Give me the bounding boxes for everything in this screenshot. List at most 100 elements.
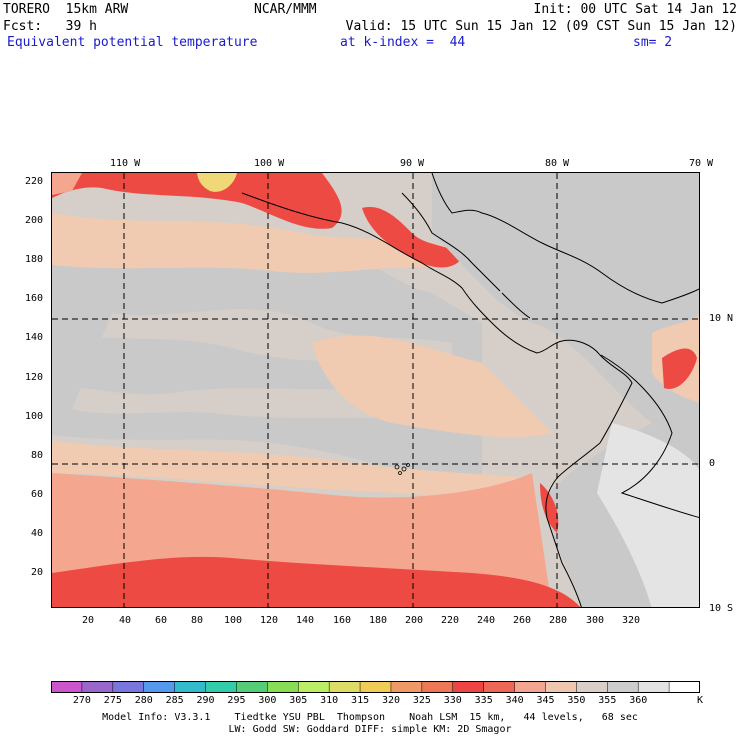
colorbar-tick-label: 360 bbox=[629, 695, 648, 706]
field-region bbox=[52, 173, 82, 195]
field-region bbox=[197, 173, 237, 192]
smoothing-label: sm= 2 bbox=[633, 35, 673, 50]
grid-x-label: 200 bbox=[405, 615, 424, 626]
grid-x-label: 80 bbox=[191, 615, 204, 626]
grid-x-label: 180 bbox=[369, 615, 388, 626]
lon-label-90w: 90 W bbox=[400, 158, 425, 169]
lat-label-10s: 10 S bbox=[709, 603, 734, 614]
lat-label-0: 0 bbox=[709, 458, 716, 469]
grid-y-label: 160 bbox=[25, 293, 44, 304]
caribbean-coast bbox=[431, 173, 699, 304]
field-region bbox=[52, 213, 452, 273]
grid-x-label: 60 bbox=[155, 615, 168, 626]
pacific-coastline bbox=[241, 192, 563, 354]
colorbar-cell bbox=[514, 681, 547, 693]
colorbar-tick-label: 335 bbox=[474, 695, 493, 706]
colorbar-tick-label: 310 bbox=[320, 695, 339, 706]
colorbar-cell bbox=[174, 681, 207, 693]
grid-x-label: 300 bbox=[586, 615, 605, 626]
colorbar-cell bbox=[328, 681, 361, 693]
colorbar-tick-label: 330 bbox=[443, 695, 462, 706]
colorbar-cell bbox=[236, 681, 269, 693]
map-frame bbox=[51, 172, 700, 608]
colorbar-cell bbox=[205, 681, 238, 693]
colorbar-cell bbox=[143, 681, 176, 693]
grid-y-label: 180 bbox=[25, 254, 44, 265]
colorbar-unit: K bbox=[697, 695, 704, 706]
latlon-grid bbox=[52, 173, 699, 607]
lon-label-110w: 110 W bbox=[110, 158, 141, 169]
valid-time: Valid: 15 UTC Sun 15 Jan 12 (09 CST Sun … bbox=[345, 19, 737, 34]
model-info-line: Model Info: V3.3.1 Tiedtke YSU PBL Thomp… bbox=[102, 712, 638, 723]
colorbar-cell bbox=[51, 681, 83, 693]
colorbar-outline bbox=[51, 681, 700, 693]
grid-x-label: 120 bbox=[260, 615, 279, 626]
theta-e-field bbox=[52, 173, 699, 607]
colorbar-tick-label: 340 bbox=[505, 695, 524, 706]
island bbox=[394, 464, 400, 470]
grid-x-label: 240 bbox=[477, 615, 496, 626]
island bbox=[398, 471, 402, 475]
field-name: Equivalent potential temperature bbox=[7, 35, 258, 50]
colorbar-cell bbox=[668, 681, 700, 693]
grid-y-label: 80 bbox=[31, 450, 44, 461]
colorbar-tick-label: 285 bbox=[165, 695, 184, 706]
colorbar-tick-label: 315 bbox=[351, 695, 370, 706]
grid-x-label: 160 bbox=[333, 615, 352, 626]
field-region bbox=[52, 333, 382, 395]
colorbar-tick-label: 305 bbox=[289, 695, 308, 706]
grid-x-label: 40 bbox=[119, 615, 132, 626]
colorbar-tick-label: 295 bbox=[227, 695, 246, 706]
field-region bbox=[662, 348, 697, 389]
lon-label-100w: 100 W bbox=[254, 158, 285, 169]
grid-x-label: 100 bbox=[224, 615, 243, 626]
field-region bbox=[52, 441, 532, 503]
grid-y-label: 60 bbox=[31, 489, 44, 500]
grid-x-label: 260 bbox=[513, 615, 532, 626]
south-america-pacific-coast bbox=[545, 442, 601, 607]
model-title: TORERO 15km ARW bbox=[3, 2, 129, 17]
level-label: at k-index = 44 bbox=[340, 35, 466, 50]
colorbar-cell bbox=[112, 681, 145, 693]
colorbar-tick-label: 290 bbox=[196, 695, 215, 706]
colorbar bbox=[51, 681, 700, 693]
colorbar-tick-label: 350 bbox=[567, 695, 586, 706]
colorbar-cell bbox=[297, 681, 330, 693]
grid-x-label: 20 bbox=[82, 615, 95, 626]
field-region bbox=[312, 335, 552, 438]
honduras-nicaragua-border bbox=[471, 262, 531, 319]
colorbar-tick-label: 320 bbox=[381, 695, 400, 706]
grid-x-label: 320 bbox=[622, 615, 641, 626]
colorbar-cell bbox=[576, 681, 609, 693]
colorbar-tick-label: 300 bbox=[258, 695, 277, 706]
lon-label-70w: 70 W bbox=[689, 158, 714, 169]
grid-y-label: 40 bbox=[31, 528, 44, 539]
grid-x-label: 220 bbox=[441, 615, 460, 626]
physics-info-line: LW: Godd SW: Goddard DIFF: simple KM: 2D… bbox=[228, 724, 512, 735]
grid-x-label: 140 bbox=[296, 615, 315, 626]
guatemala-border bbox=[401, 192, 473, 264]
init-time: Init: 00 UTC Sat 14 Jan 12 bbox=[533, 2, 738, 17]
colorbar-cell bbox=[390, 681, 423, 693]
forecast-hour: Fcst: 39 h bbox=[3, 19, 97, 34]
colorbar-tick-label: 355 bbox=[598, 695, 617, 706]
colorbar-cell bbox=[81, 681, 114, 693]
colorbar-tick-label: 345 bbox=[536, 695, 555, 706]
colorbar-tick-label: 270 bbox=[72, 695, 91, 706]
field-region bbox=[540, 483, 559, 533]
colorbar-cell bbox=[421, 681, 454, 693]
colorbar-cell bbox=[607, 681, 639, 693]
colorbar-cell bbox=[452, 681, 485, 693]
field-region bbox=[597, 423, 699, 607]
grid-y-label: 20 bbox=[31, 567, 44, 578]
colorbar-tick-label: 275 bbox=[103, 695, 122, 706]
grid-y-label: 200 bbox=[25, 215, 44, 226]
grid-y-label: 100 bbox=[25, 411, 44, 422]
lon-label-80w: 80 W bbox=[545, 158, 570, 169]
colorbar-cell bbox=[545, 681, 578, 693]
colorbar-tick-label: 280 bbox=[134, 695, 153, 706]
colorbar-cell bbox=[637, 681, 670, 693]
agency-label: NCAR/MMM bbox=[254, 2, 317, 17]
colorbar-tick-label: 325 bbox=[412, 695, 431, 706]
